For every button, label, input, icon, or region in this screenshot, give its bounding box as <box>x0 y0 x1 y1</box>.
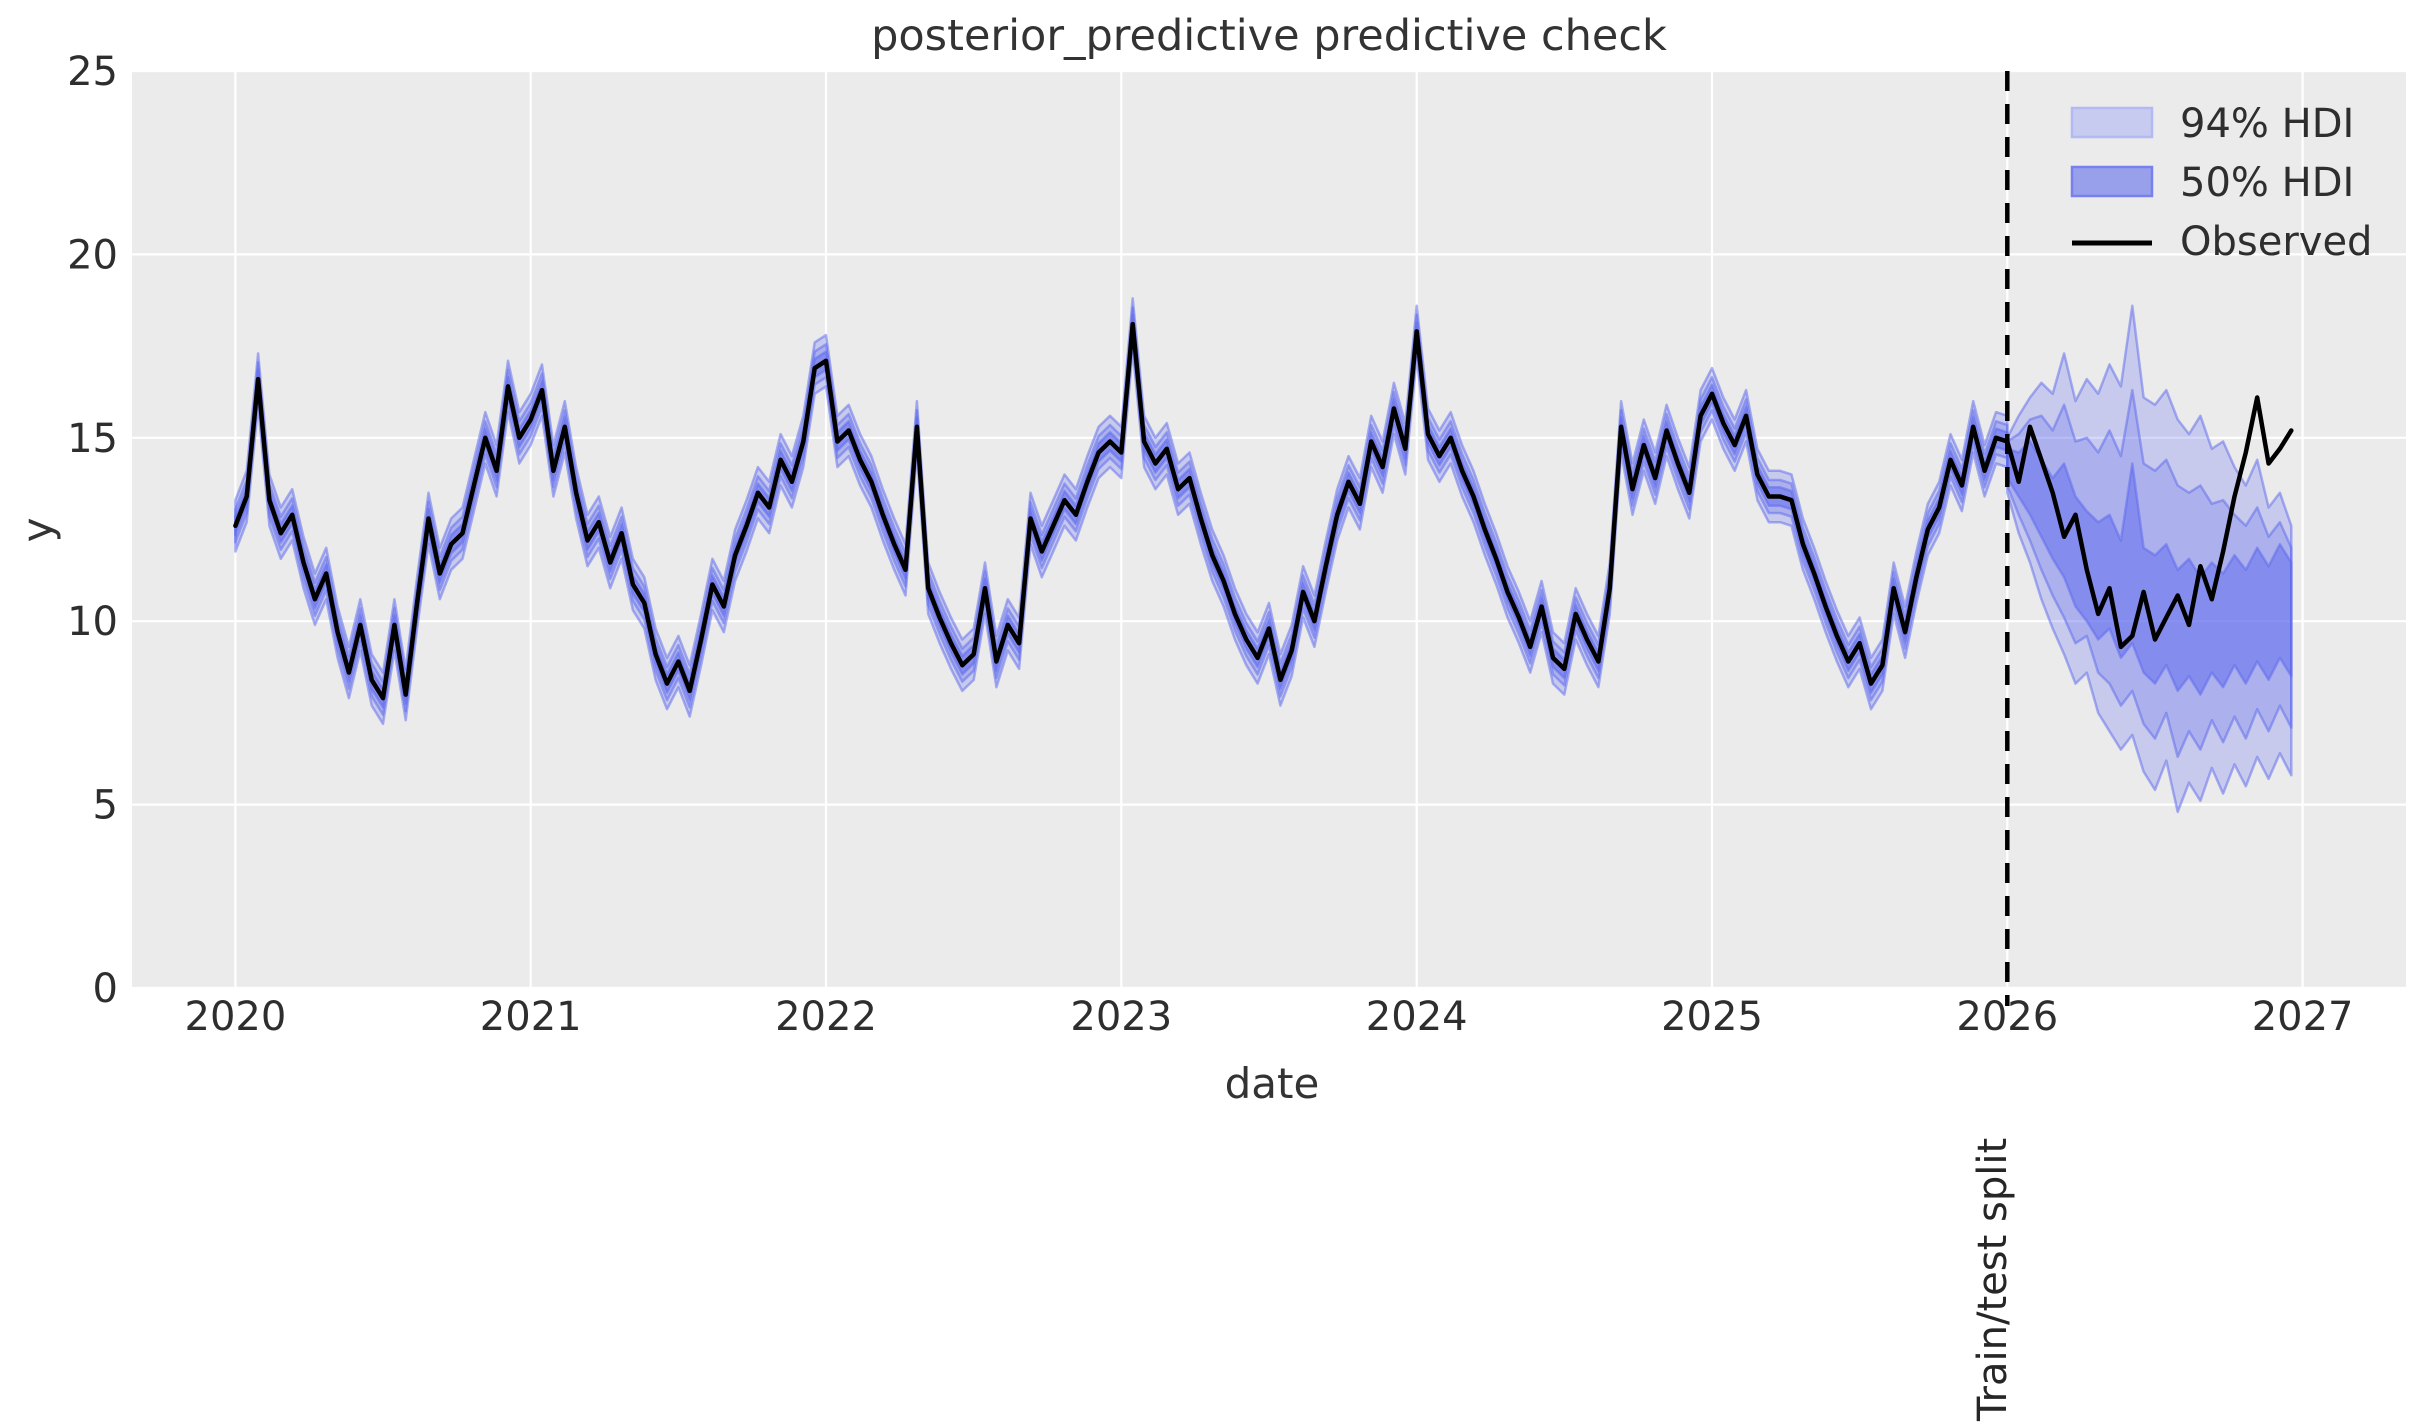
legend-swatch-94-hdi-edge <box>2070 106 2154 139</box>
x-tick-label: 2021 <box>480 994 582 1040</box>
x-axis-label: date <box>1225 1059 1320 1108</box>
x-tick-label: 2022 <box>775 994 877 1040</box>
y-axis-label: y <box>13 518 62 543</box>
y-tick-label: 25 <box>67 49 118 95</box>
legend-swatch-50-hdi-edge <box>2070 165 2154 198</box>
y-tick-label: 5 <box>93 783 118 829</box>
legend-swatch-94-hdi <box>2072 108 2152 137</box>
y-tick-label: 10 <box>67 599 118 645</box>
hdi50-band-forecast <box>2006 440 2293 696</box>
x-tick-label: 2026 <box>1956 994 2058 1040</box>
legend-label-50-hdi: 50% HDI <box>2180 160 2354 206</box>
axes-background <box>132 71 2406 988</box>
y-tick-label: 15 <box>67 416 118 462</box>
legend-label-94-hdi: 94% HDI <box>2180 101 2354 147</box>
x-tick-label: 2027 <box>2252 994 2354 1040</box>
x-tick-label: 2024 <box>1366 994 1468 1040</box>
chart-plot-area: 2020 2021 2022 2023 2024 2025 2026 202705101520… <box>67 49 2406 1040</box>
x-tick-label: 2020 <box>185 994 287 1040</box>
y-tick-label: 0 <box>93 966 118 1012</box>
legend-label-observed: Observed <box>2180 219 2372 265</box>
x-tick-label: 2023 <box>1070 994 1172 1040</box>
legend: 94% HDI 50% HDI Observed <box>2070 101 2372 265</box>
chart-title: posterior_predictive predictive check <box>871 11 1667 61</box>
observed-line <box>233 321 2294 701</box>
legend-swatch-50-hdi <box>2072 167 2152 196</box>
y-tick-label: 20 <box>67 232 118 278</box>
x-tick-label: 2025 <box>1661 994 1763 1040</box>
train-test-split-label: Train/test split <box>1970 1138 2016 1422</box>
